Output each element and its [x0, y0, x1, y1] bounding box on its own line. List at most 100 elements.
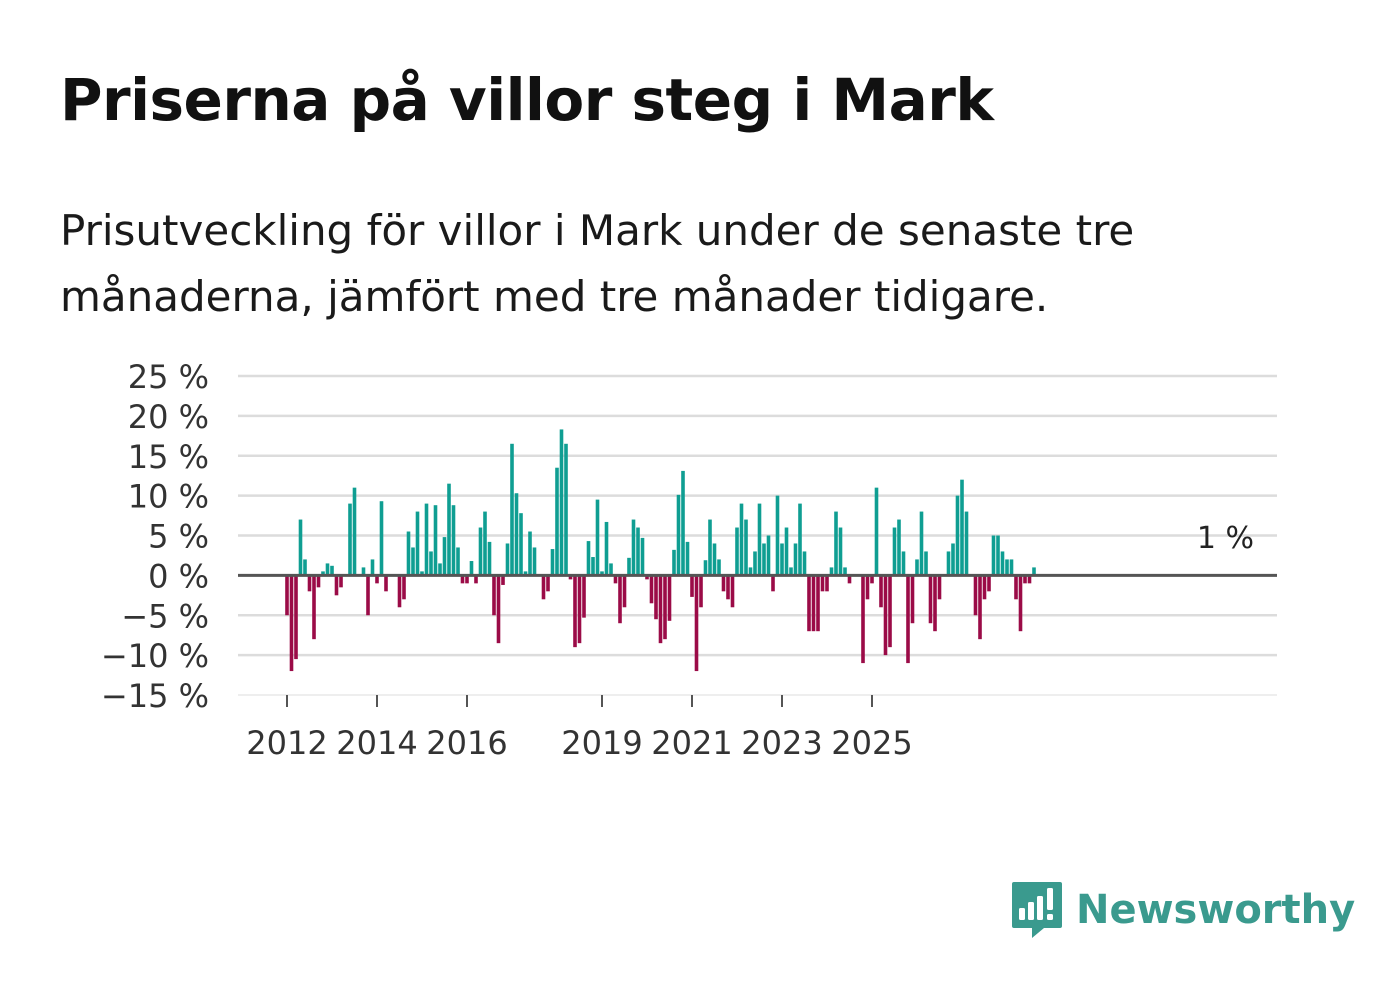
bar — [663, 575, 667, 640]
bar — [1032, 567, 1036, 576]
bar — [933, 575, 937, 632]
bar — [762, 543, 766, 576]
bar — [352, 487, 357, 576]
bar — [978, 575, 982, 640]
bar — [379, 501, 384, 576]
x-tick-label: 2025 — [831, 724, 912, 762]
bar — [879, 575, 883, 608]
bar — [834, 511, 838, 576]
bar — [609, 563, 613, 576]
bar — [411, 547, 415, 576]
bar — [649, 575, 654, 604]
bar — [996, 535, 1000, 576]
bar — [798, 503, 802, 576]
bar — [654, 575, 658, 620]
bar — [847, 575, 852, 584]
bar — [1027, 575, 1032, 584]
chart-title: Priserna på villor steg i Mark — [60, 66, 994, 134]
bar — [924, 551, 928, 576]
x-tick-label: 2021 — [651, 724, 732, 762]
bar — [987, 575, 991, 592]
bar — [334, 575, 339, 596]
bar — [406, 531, 411, 576]
y-tick-label: −15 % — [101, 677, 209, 715]
bar — [771, 575, 775, 592]
bar — [568, 575, 573, 580]
bar — [708, 519, 712, 576]
bar — [550, 549, 555, 576]
bar — [1018, 575, 1023, 632]
bar — [874, 487, 879, 576]
bar — [636, 527, 640, 576]
bar — [982, 575, 987, 600]
bar — [559, 429, 564, 576]
bar — [784, 527, 789, 576]
bar — [775, 495, 780, 576]
bar — [681, 470, 685, 576]
bar-series — [285, 429, 1036, 672]
bar — [591, 557, 595, 576]
bar — [298, 519, 303, 576]
bar — [730, 575, 735, 608]
bar — [573, 575, 577, 648]
bar — [915, 559, 919, 576]
bar — [451, 505, 456, 576]
y-tick-label: −5 % — [121, 597, 209, 635]
y-tick-label: 10 % — [128, 478, 209, 516]
y-tick-label: −10 % — [101, 637, 209, 675]
bar — [1023, 575, 1027, 584]
bar — [721, 575, 726, 592]
bar — [600, 571, 604, 576]
bar — [658, 575, 663, 644]
bar — [919, 511, 924, 576]
bar — [294, 575, 298, 660]
bar — [483, 511, 487, 576]
y-axis-ticks: 25 %20 %15 %10 %5 %0 %−5 %−10 %−15 % — [101, 358, 209, 715]
brand-name: Newsworthy — [1076, 887, 1356, 933]
bar — [492, 575, 496, 616]
bar — [289, 575, 294, 672]
bar — [883, 575, 888, 656]
grid-lines — [238, 374, 1277, 696]
bar — [460, 575, 465, 584]
bar — [307, 575, 312, 592]
bar — [717, 559, 721, 576]
bar — [469, 561, 474, 576]
bar — [816, 575, 820, 632]
x-tick-label: 2023 — [741, 724, 822, 762]
chart-subtitle: Prisutveckling för villor i Mark under d… — [60, 206, 1135, 321]
bar — [690, 575, 694, 597]
bar — [910, 575, 915, 624]
bar — [330, 565, 334, 576]
bar — [420, 571, 424, 576]
bar — [1014, 575, 1018, 600]
bar — [685, 541, 690, 576]
newsworthy-logo-icon — [1012, 882, 1062, 938]
bar — [1009, 559, 1014, 576]
x-tick-label: 2014 — [336, 724, 417, 762]
bar — [433, 505, 438, 576]
bar — [667, 575, 672, 621]
bar — [645, 575, 649, 580]
bar — [370, 559, 375, 576]
bar — [312, 575, 316, 640]
bar — [456, 547, 460, 576]
bar — [861, 575, 865, 664]
x-tick-label: 2019 — [561, 724, 642, 762]
bar — [595, 499, 600, 576]
bar — [699, 575, 703, 608]
bar — [906, 575, 910, 664]
bar — [780, 543, 784, 576]
bar — [325, 563, 330, 576]
bar — [946, 551, 951, 576]
bar — [447, 483, 451, 576]
bar — [712, 543, 717, 576]
bar — [897, 519, 901, 576]
bar — [843, 567, 847, 576]
bar — [694, 575, 699, 672]
bar — [748, 567, 753, 576]
bar — [384, 575, 388, 592]
bar — [1000, 551, 1005, 576]
x-tick-label: 2012 — [246, 724, 327, 762]
bar — [487, 541, 492, 576]
